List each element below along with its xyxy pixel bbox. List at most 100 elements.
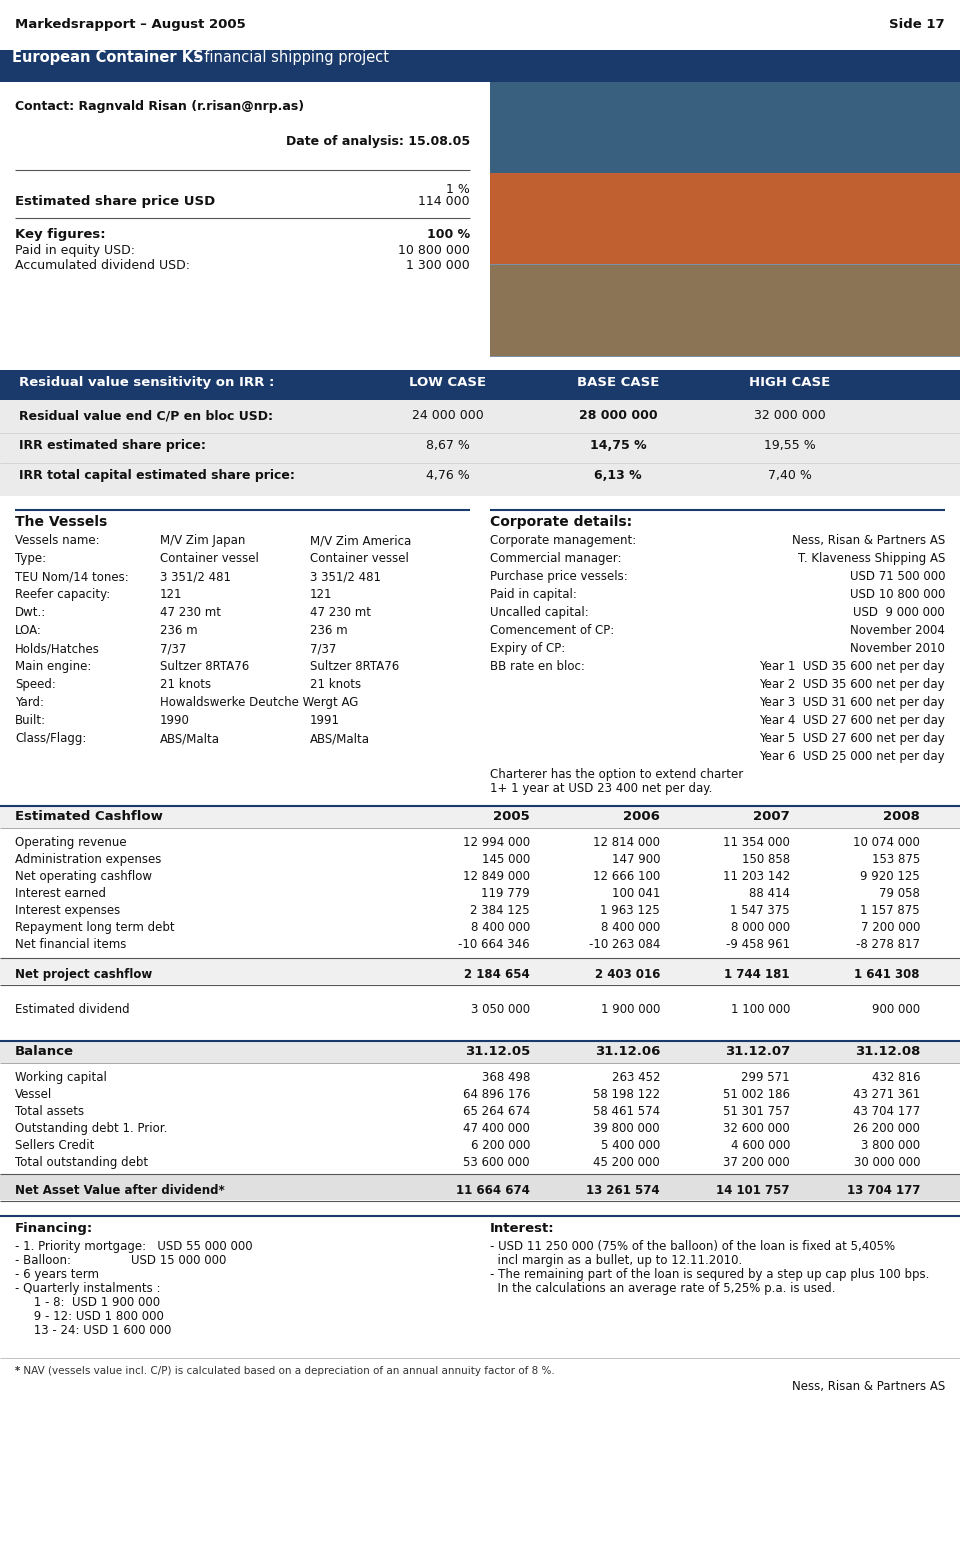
Text: Ness, Risan & Partners AS: Ness, Risan & Partners AS (792, 1380, 945, 1393)
Text: 900 000: 900 000 (872, 1004, 920, 1016)
Bar (490, 82, 960, 356)
Bar (490, 265, 960, 356)
Text: ABS/Malta: ABS/Malta (160, 731, 220, 745)
Text: 43 271 361: 43 271 361 (852, 1088, 920, 1102)
Text: *: * (15, 1366, 23, 1376)
Text: IRR estimated share price:: IRR estimated share price: (19, 439, 205, 451)
Text: Comencement of CP:: Comencement of CP: (490, 624, 614, 636)
Text: 1 963 125: 1 963 125 (600, 904, 660, 916)
Text: 1 - 8:  USD 1 900 000: 1 - 8: USD 1 900 000 (15, 1296, 160, 1309)
Text: 31.12.07: 31.12.07 (725, 1046, 790, 1058)
Text: 12 849 000: 12 849 000 (463, 870, 530, 882)
Text: Paid in equity USD:: Paid in equity USD: (15, 244, 135, 257)
Text: * NAV (vessels value incl. C/P) is calculated based on a depreciation of an annu: * NAV (vessels value incl. C/P) is calcu… (15, 1366, 555, 1376)
Text: Vessel: Vessel (15, 1088, 52, 1102)
Text: Year 6  USD 25 000 net per day: Year 6 USD 25 000 net per day (759, 750, 945, 762)
Text: 11 203 142: 11 203 142 (723, 870, 790, 882)
Text: 79 058: 79 058 (879, 887, 920, 899)
Text: Residual value end C/P en bloc USD:: Residual value end C/P en bloc USD: (19, 409, 273, 422)
Text: Yard:: Yard: (15, 696, 44, 710)
Text: 9 - 12: USD 1 800 000: 9 - 12: USD 1 800 000 (15, 1310, 164, 1323)
Text: 1 157 875: 1 157 875 (860, 904, 920, 916)
Text: 45 200 000: 45 200 000 (593, 1156, 660, 1169)
Text: Howaldswerke Deutche Wergt AG: Howaldswerke Deutche Wergt AG (160, 696, 358, 710)
Text: Vessels name:: Vessels name: (15, 534, 100, 548)
Text: 12 814 000: 12 814 000 (593, 836, 660, 850)
Text: Working capital: Working capital (15, 1071, 107, 1085)
Text: In the calculations an average rate of 5,25% p.a. is used.: In the calculations an average rate of 5… (490, 1282, 835, 1295)
Text: 31.12.06: 31.12.06 (594, 1046, 660, 1058)
Text: Corporate details:: Corporate details: (490, 515, 632, 529)
Text: Net financial items: Net financial items (15, 938, 127, 951)
Text: 8 400 000: 8 400 000 (470, 921, 530, 934)
Text: LOA:: LOA: (15, 624, 42, 636)
Text: 236 m: 236 m (160, 624, 198, 636)
Text: 2006: 2006 (623, 811, 660, 823)
Text: Administration expenses: Administration expenses (15, 853, 161, 867)
Text: 58 198 122: 58 198 122 (593, 1088, 660, 1102)
Text: 1 900 000: 1 900 000 (601, 1004, 660, 1016)
Text: USD 10 800 000: USD 10 800 000 (850, 588, 945, 601)
Text: Charterer has the option to extend charter: Charterer has the option to extend chart… (490, 769, 743, 781)
Text: - 1. Priority mortgage:   USD 55 000 000: - 1. Priority mortgage: USD 55 000 000 (15, 1240, 252, 1253)
Text: Operating revenue: Operating revenue (15, 836, 127, 850)
Text: 31.12.08: 31.12.08 (854, 1046, 920, 1058)
Text: Estimated Cashflow: Estimated Cashflow (15, 811, 163, 823)
Text: LOW CASE: LOW CASE (409, 377, 487, 389)
Text: 58 461 574: 58 461 574 (593, 1105, 660, 1119)
Text: 13 - 24: USD 1 600 000: 13 - 24: USD 1 600 000 (15, 1324, 172, 1337)
Text: Outstanding debt 1. Prior.: Outstanding debt 1. Prior. (15, 1122, 167, 1134)
Bar (0, 1173, 960, 1200)
Text: Net operating cashflow: Net operating cashflow (15, 870, 152, 882)
Text: Side 17: Side 17 (889, 19, 945, 31)
Text: 64 896 176: 64 896 176 (463, 1088, 530, 1102)
Text: Key figures:: Key figures: (15, 229, 106, 241)
Text: Year 5  USD 27 600 net per day: Year 5 USD 27 600 net per day (759, 731, 945, 745)
Text: 14 101 757: 14 101 757 (716, 1184, 790, 1197)
Text: - USD 11 250 000 (75% of the balloon) of the loan is fixed at 5,405%: - USD 11 250 000 (75% of the balloon) of… (490, 1240, 895, 1253)
Text: Corporate management:: Corporate management: (490, 534, 636, 548)
Text: 1+ 1 year at USD 23 400 net per day.: 1+ 1 year at USD 23 400 net per day. (490, 783, 712, 795)
Text: 11 664 674: 11 664 674 (456, 1184, 530, 1197)
Text: 26 200 000: 26 200 000 (853, 1122, 920, 1134)
Bar (0, 1041, 960, 1063)
Text: Type:: Type: (15, 552, 46, 565)
Text: TEU Nom/14 tones:: TEU Nom/14 tones: (15, 569, 129, 584)
Text: 147 900: 147 900 (612, 853, 660, 867)
Text: Commercial manager:: Commercial manager: (490, 552, 621, 565)
Text: 7/37: 7/37 (310, 643, 336, 655)
Text: Net project cashflow: Net project cashflow (15, 968, 153, 980)
Text: 145 000: 145 000 (482, 853, 530, 867)
Text: 121: 121 (310, 588, 332, 601)
Text: 65 264 674: 65 264 674 (463, 1105, 530, 1119)
Text: European Container KS: European Container KS (12, 50, 204, 65)
Text: -8 278 817: -8 278 817 (856, 938, 920, 951)
Text: 236 m: 236 m (310, 624, 348, 636)
Text: - Balloon:                USD 15 000 000: - Balloon: USD 15 000 000 (15, 1254, 227, 1267)
Text: 1 641 308: 1 641 308 (854, 968, 920, 980)
Text: 8 000 000: 8 000 000 (731, 921, 790, 934)
Text: 12 666 100: 12 666 100 (592, 870, 660, 882)
Text: Speed:: Speed: (15, 678, 56, 691)
Text: 88 414: 88 414 (749, 887, 790, 899)
Text: 3 351/2 481: 3 351/2 481 (310, 569, 381, 584)
Text: Year 2  USD 35 600 net per day: Year 2 USD 35 600 net per day (759, 678, 945, 691)
Text: Sultzer 8RTA76: Sultzer 8RTA76 (160, 660, 250, 674)
Text: -9 458 961: -9 458 961 (726, 938, 790, 951)
Text: 1 744 181: 1 744 181 (725, 968, 790, 980)
Text: 368 498: 368 498 (482, 1071, 530, 1085)
Text: 4 600 000: 4 600 000 (731, 1139, 790, 1151)
Text: 3 800 000: 3 800 000 (861, 1139, 920, 1151)
Text: Repayment long term debt: Repayment long term debt (15, 921, 175, 934)
Text: - The remaining part of the loan is sequred by a step up cap plus 100 bps.: - The remaining part of the loan is sequ… (490, 1268, 929, 1281)
Text: 1990: 1990 (160, 714, 190, 727)
Text: 6,13 %: 6,13 % (594, 468, 642, 482)
Text: 37 200 000: 37 200 000 (723, 1156, 790, 1169)
Text: Balance: Balance (15, 1046, 74, 1058)
Text: 8 400 000: 8 400 000 (601, 921, 660, 934)
Text: Financing:: Financing: (15, 1221, 93, 1235)
Text: 121: 121 (160, 588, 182, 601)
Text: 19,55 %: 19,55 % (764, 439, 816, 451)
Text: 432 816: 432 816 (872, 1071, 920, 1085)
Text: 7/37: 7/37 (160, 643, 186, 655)
